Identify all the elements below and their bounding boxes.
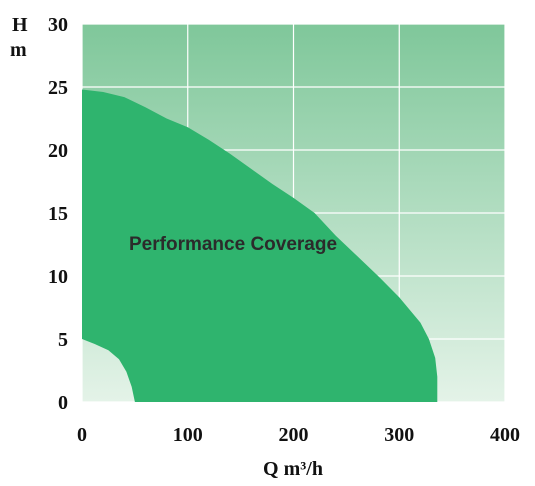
y-tick-label: 5 <box>58 329 68 351</box>
y-tick-label: 25 <box>48 77 68 99</box>
x-axis-ticks: 0 100 200 300 400 <box>77 424 520 446</box>
y-tick-label: 15 <box>48 203 68 225</box>
y-tick-label: 10 <box>48 266 68 288</box>
x-tick-label: 400 <box>490 424 520 446</box>
coverage-annotation: Performance Coverage <box>129 234 337 255</box>
x-tick-label: 100 <box>173 424 203 446</box>
x-tick-label: 300 <box>384 424 414 446</box>
x-tick-label: 200 <box>279 424 309 446</box>
y-tick-label: 20 <box>48 140 68 162</box>
performance-coverage-region <box>82 89 438 402</box>
y-tick-label: 30 <box>48 14 68 36</box>
y-axis-ticks: 0 5 10 15 20 25 30 <box>48 14 68 414</box>
y-axis-title-unit: m <box>10 39 27 61</box>
x-tick-label: 0 <box>77 424 87 446</box>
y-axis-title-h: H <box>12 14 28 36</box>
x-axis-title: Q m³/h <box>263 458 323 480</box>
y-tick-label: 0 <box>58 392 68 414</box>
